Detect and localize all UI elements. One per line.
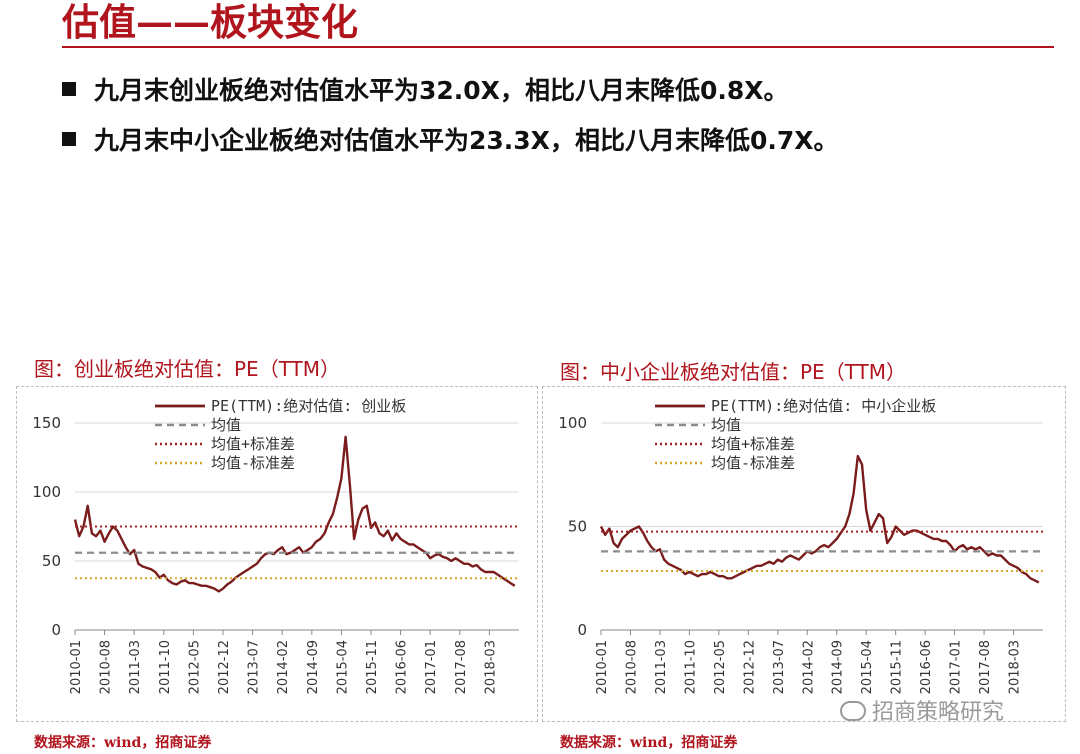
series-line [73, 435, 516, 593]
x-tick-label: 2014-09 [306, 640, 321, 694]
bullet-square-icon [62, 82, 76, 96]
bullet-text: 九月末中小企业板绝对估值水平为23.3X，相比八月末降低0.7X。 [94, 126, 839, 155]
title-divider [62, 46, 1054, 48]
bullet-text: 九月末创业板绝对估值水平为32.0X，相比八月末降低0.8X。 [94, 76, 789, 105]
x-tick-label: 2015-04 [335, 640, 350, 694]
x-tick-label: 2017-08 [978, 640, 993, 694]
series-line [599, 454, 1040, 584]
y-tick-label: 150 [32, 414, 61, 432]
x-tick-label: 2010-08 [624, 640, 639, 694]
x-tick-label: 2010-01 [69, 640, 84, 694]
x-tick-label: 2010-08 [99, 640, 114, 694]
x-tick-label: 2014-09 [831, 640, 846, 694]
legend-label: 均值-标准差 [211, 454, 295, 472]
x-tick-label: 2014-02 [801, 640, 816, 694]
x-tick-label: 2018-03 [1008, 640, 1023, 694]
chart-sme: 0 50 100 2010-01 2010-08 2011-03 2011-10 2012-0… [542, 386, 1066, 722]
legend-label: 均值 [711, 416, 741, 434]
chart-title: 图：中小企业板绝对估值：PE（TTM） [560, 360, 907, 384]
legend-label: 均值-标准差 [711, 454, 795, 472]
x-tick-label: 2012-05 [187, 640, 202, 694]
x-tick-label: 2015-11 [890, 640, 905, 694]
x-tick-label: 2015-11 [365, 640, 380, 694]
y-tick-label: 0 [577, 621, 587, 639]
y-tick-label: 0 [51, 621, 61, 639]
source-note: 数据来源：wind，招商证券 [34, 735, 212, 751]
x-tick-label: 2012-12 [742, 640, 757, 694]
source-note: 数据来源：wind，招商证券 [560, 735, 738, 751]
x-tick-label: 2016-06 [395, 640, 410, 694]
legend-label: PE(TTM):绝对估值: 中小企业板 [711, 397, 936, 415]
y-tick-label: 50 [42, 552, 61, 570]
bullet-item: 九月末创业板绝对估值水平为32.0X，相比八月末降低0.8X。 [62, 76, 789, 106]
watermark: 招商策略研究 [840, 694, 1004, 726]
wechat-icon [840, 701, 866, 721]
legend-label: PE(TTM):绝对估值: 创业板 [211, 397, 406, 415]
x-tick-label: 2011-03 [128, 640, 143, 694]
bullet-item: 九月末中小企业板绝对估值水平为23.3X，相比八月末降低0.7X。 [62, 126, 839, 156]
chart-svg: 0 50 100 150 2010-01 2010-08 2011-03 2011-10 201… [32, 397, 519, 694]
y-tick-label: 50 [568, 518, 587, 536]
x-tick-label: 2012-12 [217, 640, 232, 694]
legend-label: 均值 [211, 416, 241, 434]
x-tick-label: 2013-07 [772, 640, 787, 694]
x-tick-label: 2016-06 [919, 640, 934, 694]
watermark-text: 招商策略研究 [872, 700, 1005, 725]
x-tick-label: 2011-10 [158, 640, 173, 694]
x-tick-label: 2010-01 [595, 640, 610, 694]
chart-gem: 0 50 100 150 2010-01 2010-08 2011-03 2011-10 201… [16, 386, 538, 722]
x-tick-label: 2015-04 [860, 640, 875, 694]
x-tick-label: 2011-10 [683, 640, 698, 694]
x-tick-label: 2017-08 [454, 640, 469, 694]
x-tick-label: 2018-03 [483, 640, 498, 694]
x-tick-label: 2017-01 [949, 640, 964, 694]
bullet-square-icon [62, 132, 76, 146]
x-tick-label: 2012-05 [713, 640, 728, 694]
legend-label: 均值+标准差 [711, 435, 795, 453]
x-tick-label: 2014-02 [276, 640, 291, 694]
page-title: 估值——板块变化 [62, 0, 358, 44]
x-tick-label: 2017-01 [424, 640, 439, 694]
chart-svg: 0 50 100 2010-01 2010-08 2011-03 2011-10 2012-0… [558, 397, 1043, 694]
x-tick-label: 2013-07 [247, 640, 262, 694]
x-tick-label: 2011-03 [654, 640, 669, 694]
legend-label: 均值+标准差 [211, 435, 295, 453]
y-tick-label: 100 [558, 414, 587, 432]
chart-title: 图：创业板绝对估值：PE（TTM） [34, 357, 341, 381]
y-tick-label: 100 [32, 483, 61, 501]
